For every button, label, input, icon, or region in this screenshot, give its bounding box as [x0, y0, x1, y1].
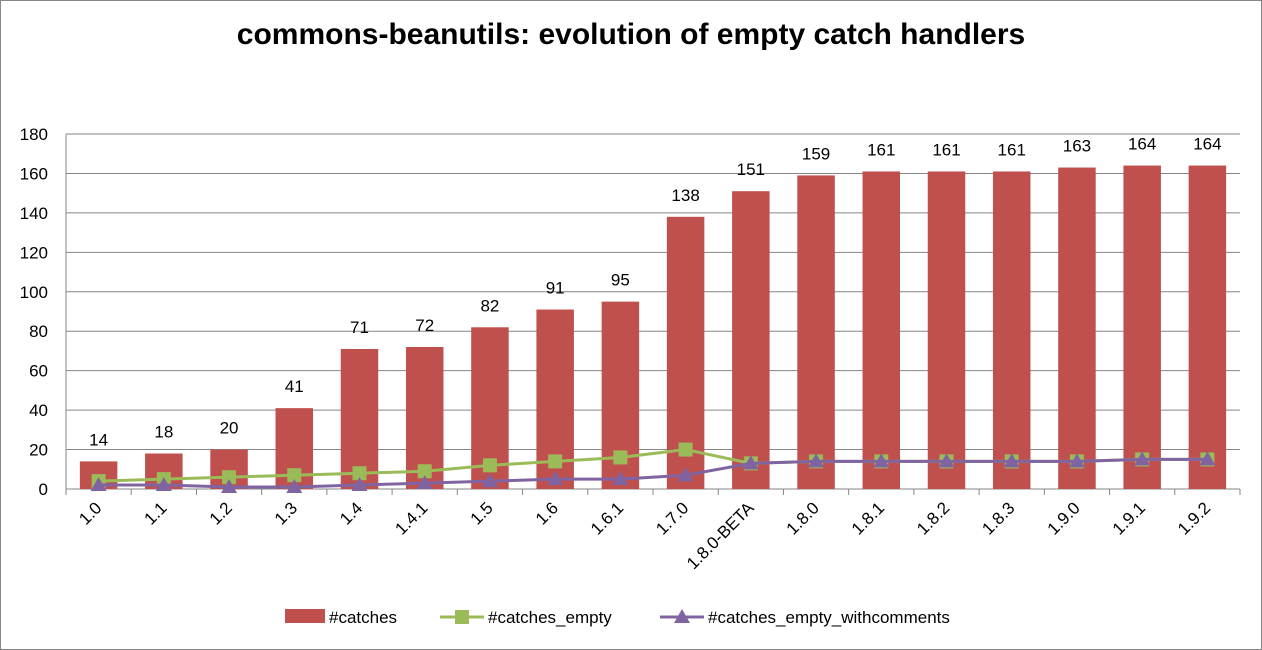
series-line — [98, 457, 1208, 489]
y-tick-label: 40 — [29, 401, 48, 420]
line-point — [873, 453, 890, 468]
y-tick-label: 160 — [20, 164, 48, 183]
line-point — [417, 464, 432, 479]
x-tick-label: 1.6 — [532, 498, 562, 528]
bar — [862, 171, 901, 489]
line-point — [352, 466, 367, 481]
data-label: 95 — [611, 271, 630, 290]
data-label: 164 — [1128, 135, 1156, 154]
x-tick-label: 1.7.0 — [652, 498, 692, 538]
y-tick-label: 100 — [20, 283, 48, 302]
data-label: 91 — [546, 279, 565, 298]
x-tick-label: 1.9.0 — [1044, 498, 1084, 538]
y-tick-label: 180 — [20, 125, 48, 144]
x-tick-label: 1.0 — [75, 498, 105, 528]
x-tick-label: 1.5 — [467, 498, 497, 528]
line-point — [612, 471, 629, 486]
data-label: 161 — [867, 140, 895, 159]
legend-marker — [455, 610, 469, 624]
y-tick-label: 120 — [20, 243, 48, 262]
line-point — [1134, 451, 1151, 466]
line-point — [481, 473, 498, 488]
bar — [1123, 165, 1161, 490]
data-label: 14 — [89, 430, 108, 449]
y-tick-label: 140 — [20, 204, 48, 223]
y-tick-label: 0 — [39, 480, 48, 499]
bar — [1058, 167, 1096, 489]
bar — [992, 171, 1031, 489]
line-point — [1068, 453, 1085, 468]
line-point — [808, 453, 825, 468]
data-label: 41 — [285, 377, 304, 396]
data-label: 161 — [998, 140, 1026, 159]
line-point — [155, 477, 172, 492]
data-label: 163 — [1063, 137, 1091, 156]
data-label: 71 — [350, 318, 369, 337]
line-point — [351, 477, 368, 492]
bar — [732, 191, 770, 489]
x-tick-label: 1.8.0-BETA — [683, 498, 758, 573]
x-tick-label: 1.9.2 — [1174, 498, 1214, 538]
x-tick-label: 1.1 — [141, 498, 171, 528]
line-point — [1199, 451, 1216, 466]
legend-marker — [674, 609, 690, 623]
x-tick-label: 1.3 — [271, 498, 301, 528]
data-label: 18 — [154, 423, 173, 442]
bar — [927, 171, 966, 489]
line-point — [287, 468, 302, 483]
data-label: 161 — [932, 140, 960, 159]
line-point — [742, 455, 759, 470]
legend-label: #catches_empty_withcomments — [708, 608, 950, 627]
line-point — [548, 454, 563, 469]
x-tick-label: 1.8.0 — [783, 498, 823, 538]
legend-label: #catches — [329, 608, 397, 627]
y-tick-label: 20 — [29, 441, 48, 460]
line-point — [286, 479, 303, 494]
x-tick-label: 1.6.1 — [587, 498, 627, 538]
line-point — [1003, 453, 1020, 468]
x-tick-label: 1.9.1 — [1109, 498, 1149, 538]
x-tick-label: 1.2 — [206, 498, 236, 528]
data-label: 138 — [671, 186, 699, 205]
legend-swatch — [285, 609, 325, 623]
legend-label: #catches_empty — [488, 608, 612, 627]
y-tick-label: 80 — [29, 322, 48, 341]
data-label: 159 — [802, 144, 830, 163]
line-point — [613, 450, 628, 465]
line-point — [938, 453, 955, 468]
line-point — [482, 458, 497, 473]
y-tick-label: 60 — [29, 362, 48, 381]
line-point — [547, 471, 564, 486]
line-point — [221, 479, 238, 494]
chart-title: commons-beanutils: evolution of empty ca… — [236, 18, 1026, 51]
bar — [797, 175, 835, 489]
data-label: 164 — [1193, 135, 1221, 154]
x-tick-label: 1.4 — [336, 498, 366, 528]
x-tick-label: 1.8.3 — [978, 498, 1018, 538]
x-tick-label: 1.8.2 — [913, 498, 953, 538]
bar — [340, 348, 379, 489]
line-point — [678, 442, 693, 457]
line-point — [222, 470, 237, 485]
data-label: 151 — [737, 160, 765, 179]
data-label: 72 — [415, 316, 434, 335]
data-label: 82 — [480, 296, 499, 315]
x-tick-label: 1.8.1 — [848, 498, 888, 538]
line-point — [90, 477, 107, 492]
x-tick-label: 1.4.1 — [391, 498, 431, 538]
line-point — [416, 475, 433, 490]
line-point — [677, 467, 694, 482]
data-label: 20 — [220, 419, 239, 438]
bar — [1188, 165, 1227, 490]
